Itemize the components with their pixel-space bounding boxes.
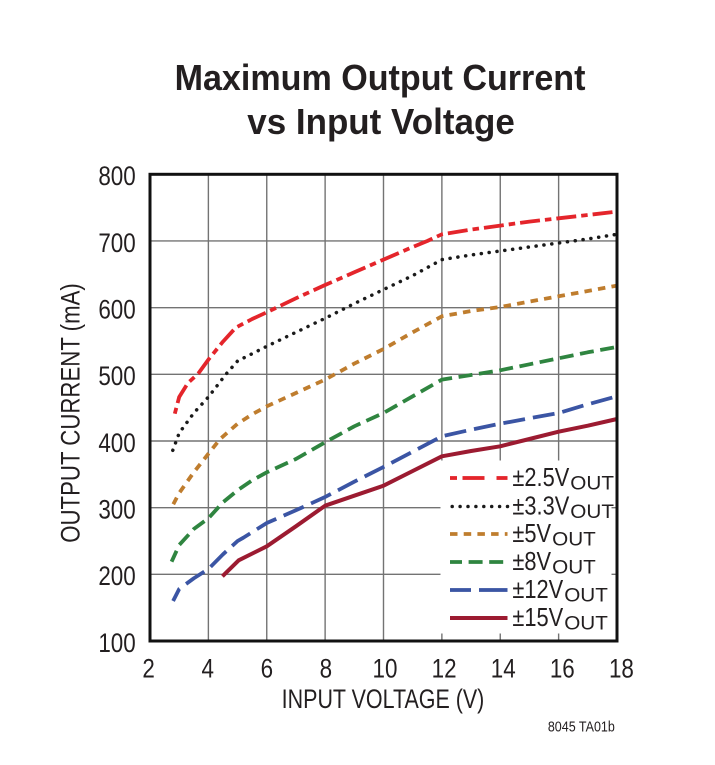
svg-text:10: 10	[373, 655, 398, 684]
svg-text:12: 12	[432, 655, 457, 684]
svg-text:vs Input Voltage: vs Input Voltage	[247, 102, 515, 143]
svg-text:2: 2	[142, 655, 154, 684]
svg-text:600: 600	[98, 296, 135, 325]
svg-text:8045 TA01b: 8045 TA01b	[548, 717, 615, 734]
svg-text:16: 16	[550, 655, 575, 684]
svg-text:400: 400	[98, 429, 135, 458]
svg-text:OUT: OUT	[570, 473, 614, 494]
svg-text:OUT: OUT	[552, 557, 596, 578]
svg-text:200: 200	[98, 562, 135, 591]
svg-text:OUT: OUT	[564, 613, 608, 634]
svg-text:INPUT VOLTAGE (V): INPUT VOLTAGE (V)	[282, 685, 485, 715]
svg-text:±5V: ±5V	[512, 519, 551, 548]
svg-text:OUT: OUT	[570, 502, 614, 523]
svg-text:OUT: OUT	[552, 529, 596, 550]
svg-text:500: 500	[98, 362, 135, 391]
svg-text:18: 18	[609, 655, 634, 684]
svg-text:800: 800	[98, 162, 135, 191]
svg-text:8: 8	[320, 655, 332, 684]
svg-text:Maximum Output Current: Maximum Output Current	[175, 58, 586, 98]
svg-text:14: 14	[491, 655, 516, 684]
svg-text:700: 700	[98, 229, 135, 258]
svg-text:±2.5V: ±2.5V	[512, 463, 569, 492]
svg-text:±12V: ±12V	[512, 575, 563, 604]
svg-text:±3.3V: ±3.3V	[512, 492, 569, 521]
svg-text:OUTPUT CURRENT (mA): OUTPUT CURRENT (mA)	[57, 283, 86, 543]
svg-text:6: 6	[261, 655, 273, 684]
svg-text:300: 300	[98, 496, 135, 525]
svg-text:OUT: OUT	[564, 585, 608, 606]
svg-text:±15V: ±15V	[512, 603, 563, 632]
svg-text:4: 4	[201, 655, 214, 684]
svg-text:100: 100	[98, 629, 135, 658]
svg-text:±8V: ±8V	[512, 547, 551, 576]
